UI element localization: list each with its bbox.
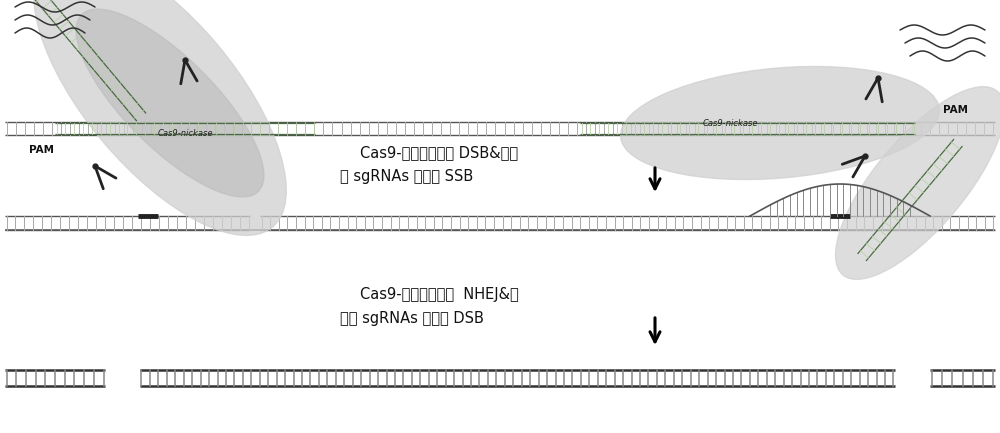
Text: Cas9-切口酶诱导的 DSB&配对: Cas9-切口酶诱导的 DSB&配对 xyxy=(360,145,518,161)
Text: 对的 sgRNAs 介导的 DSB: 对的 sgRNAs 介导的 DSB xyxy=(340,310,484,326)
Text: PAM: PAM xyxy=(943,105,968,115)
Ellipse shape xyxy=(836,87,1000,279)
Text: PAM: PAM xyxy=(30,145,54,155)
Text: Cas9-nickase: Cas9-nickase xyxy=(157,129,213,138)
Ellipse shape xyxy=(621,66,939,180)
Text: Cas9-切口酶诱导的  NHEJ&配: Cas9-切口酶诱导的 NHEJ&配 xyxy=(360,288,519,303)
Ellipse shape xyxy=(34,0,286,236)
Ellipse shape xyxy=(76,9,264,197)
Text: Cas9-nickase: Cas9-nickase xyxy=(702,119,758,127)
Text: 的 sgRNAs 介导的 SSB: 的 sgRNAs 介导的 SSB xyxy=(340,168,473,184)
